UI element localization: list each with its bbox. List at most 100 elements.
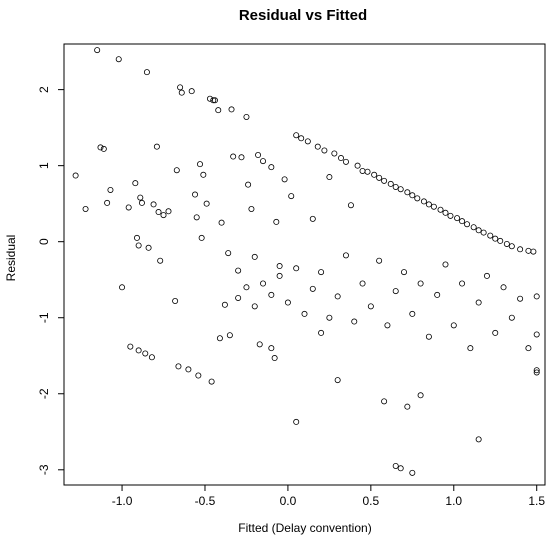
- data-point: [497, 237, 504, 244]
- data-point: [480, 229, 487, 236]
- data-point: [165, 208, 172, 215]
- data-point: [442, 261, 449, 268]
- data-point: [230, 153, 237, 160]
- data-point: [417, 392, 424, 399]
- data-point: [517, 246, 524, 253]
- data-point: [218, 219, 225, 226]
- data-point: [137, 194, 144, 201]
- data-point: [342, 252, 349, 259]
- data-point: [72, 172, 79, 179]
- data-point: [243, 284, 250, 291]
- data-point: [483, 272, 490, 279]
- data-point: [256, 341, 263, 348]
- data-point: [321, 147, 328, 154]
- data-point: [459, 280, 466, 287]
- data-point: [414, 195, 421, 202]
- data-point: [293, 132, 300, 139]
- data-point: [447, 212, 454, 219]
- plot-frame: [63, 43, 546, 486]
- data-point: [208, 378, 215, 385]
- x-axis: -1.0 -0.5 0.0 0.5 1.0 1.5: [112, 484, 545, 508]
- data-point: [235, 294, 242, 301]
- data-point: [326, 314, 333, 321]
- x-tick-label: 1.5: [528, 494, 545, 508]
- data-point: [533, 293, 540, 300]
- data-point: [381, 177, 388, 184]
- data-point: [177, 84, 184, 91]
- data-point: [533, 367, 540, 374]
- data-point: [97, 144, 104, 151]
- data-point: [430, 203, 437, 210]
- data-point: [533, 369, 540, 376]
- data-point: [195, 372, 202, 379]
- data-point: [127, 343, 134, 350]
- data-point: [392, 183, 399, 190]
- data-point: [425, 201, 432, 208]
- data-point: [251, 303, 258, 310]
- x-axis-label: Fitted (Delay convention): [238, 521, 371, 535]
- data-point: [304, 138, 311, 145]
- data-point: [192, 191, 199, 198]
- data-point: [216, 335, 223, 342]
- data-point: [100, 145, 107, 152]
- data-point: [153, 143, 160, 150]
- data-point: [104, 199, 111, 206]
- y-tick-label: -2: [37, 388, 51, 399]
- data-point: [135, 347, 142, 354]
- y-tick-label: -3: [37, 464, 51, 475]
- data-point: [276, 263, 283, 270]
- data-point: [475, 436, 482, 443]
- data-point: [115, 56, 122, 63]
- data-point: [525, 247, 532, 254]
- data-point: [475, 227, 482, 234]
- data-point: [371, 171, 378, 178]
- data-point: [248, 205, 255, 212]
- data-point: [221, 301, 228, 308]
- data-point: [508, 314, 515, 321]
- data-point: [145, 244, 152, 251]
- data-point: [533, 331, 540, 338]
- data-point: [492, 329, 499, 336]
- data-point: [364, 168, 371, 175]
- data-point: [318, 269, 325, 276]
- data-point: [301, 310, 308, 317]
- data-point: [425, 333, 432, 340]
- data-point: [470, 224, 477, 231]
- data-point: [200, 171, 207, 178]
- data-point: [235, 267, 242, 274]
- data-point: [492, 235, 499, 242]
- data-point: [459, 218, 466, 225]
- data-point: [487, 232, 494, 239]
- data-point: [314, 143, 321, 150]
- data-point: [397, 186, 404, 193]
- data-point: [500, 284, 507, 291]
- data-point: [309, 215, 316, 222]
- data-point: [525, 345, 532, 352]
- data-point: [326, 174, 333, 181]
- data-point: [119, 284, 126, 291]
- data-point: [268, 345, 275, 352]
- scatter-points: [72, 47, 540, 476]
- data-point: [442, 209, 449, 216]
- data-point: [188, 88, 195, 95]
- data-point: [215, 107, 222, 114]
- data-point: [206, 95, 213, 102]
- data-point: [198, 234, 205, 241]
- x-tick-label: 0.5: [363, 494, 380, 508]
- x-tick-label: 0.0: [280, 494, 297, 508]
- data-point: [467, 345, 474, 352]
- data-point: [392, 288, 399, 295]
- data-point: [251, 253, 258, 260]
- data-point: [284, 299, 291, 306]
- data-point: [503, 240, 510, 247]
- data-point: [475, 299, 482, 306]
- y-axis: -3 -2 -1 0 1 2: [37, 86, 65, 475]
- data-point: [135, 242, 142, 249]
- data-point: [132, 180, 139, 187]
- data-point: [417, 280, 424, 287]
- x-tick-label: -1.0: [112, 494, 133, 508]
- data-point: [226, 332, 233, 339]
- data-point: [260, 158, 267, 165]
- data-point: [268, 291, 275, 298]
